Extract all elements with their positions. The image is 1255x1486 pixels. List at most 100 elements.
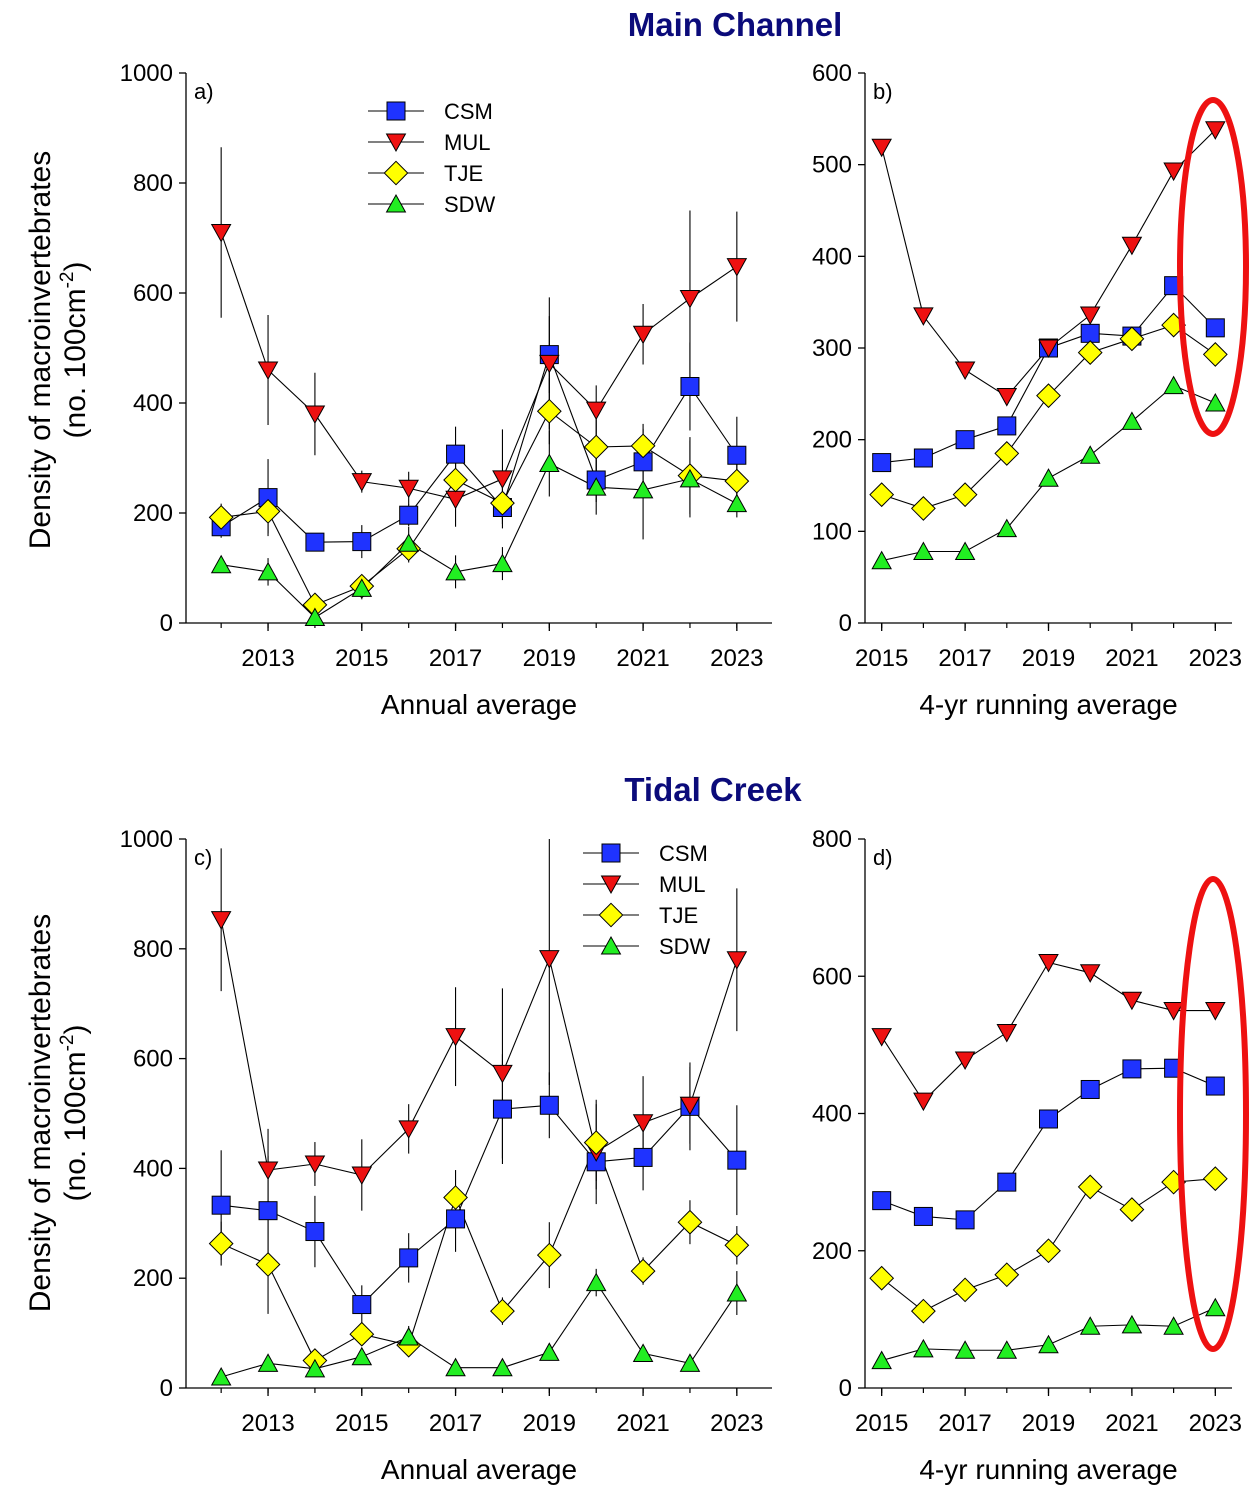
point-sdw	[1038, 1334, 1059, 1354]
series-line-csm	[881, 284, 1216, 464]
point-tje	[1077, 1174, 1103, 1200]
point-sdw	[210, 1367, 232, 1386]
point-tje	[443, 1185, 468, 1210]
point-mul	[632, 1114, 654, 1133]
point-tje	[490, 1298, 515, 1324]
point-sdw	[996, 518, 1018, 538]
point-tje	[994, 441, 1020, 466]
y-tick-label: 600	[133, 1046, 173, 1073]
point-csm	[633, 1147, 653, 1167]
x-tick-label: 2019	[523, 1410, 576, 1437]
y-tick-label: 200	[812, 427, 852, 454]
x-tick-label: 2021	[616, 1410, 669, 1437]
y-axis-title-line2: (no. 100cm-2)	[57, 1025, 92, 1202]
point-csm	[258, 1201, 278, 1221]
y-tick-label: 200	[812, 1238, 852, 1265]
point-sdw	[585, 477, 607, 496]
y-axis-title-line1: Density of macroinvertebrates	[24, 914, 57, 1313]
point-mul	[1163, 1002, 1184, 1021]
x-tick-label: 2023	[710, 1410, 763, 1437]
point-sdw	[1079, 1316, 1101, 1335]
point-tje	[536, 1242, 562, 1268]
y-tick-label: 0	[160, 1375, 173, 1402]
point-mul	[445, 1028, 466, 1047]
point-tje	[869, 1265, 895, 1291]
series-line-tje	[220, 1141, 738, 1362]
point-mul	[351, 473, 373, 492]
x-tick-label: 2015	[855, 1410, 908, 1437]
point-sdw	[913, 1338, 934, 1358]
series-line-mul	[881, 961, 1216, 1103]
y-tick-label: 800	[133, 936, 173, 963]
x-tick-label: 2013	[241, 1410, 294, 1437]
point-csm	[1039, 1109, 1058, 1129]
point-mul	[913, 307, 934, 326]
x-tick-label: 2015	[335, 1410, 388, 1437]
point-mul	[1079, 964, 1101, 983]
point-sdw	[257, 561, 279, 581]
point-mul	[679, 1096, 701, 1116]
point-csm	[997, 416, 1017, 436]
x-tick-label: 2019	[1022, 645, 1075, 672]
series-line-mul	[220, 919, 738, 1176]
y-tick-label: 600	[812, 963, 852, 990]
x-axis-title: Annual average	[381, 1454, 577, 1485]
point-mul	[1205, 121, 1226, 140]
point-mul	[398, 479, 419, 499]
point-sdw	[913, 541, 934, 561]
highlight-ellipse	[1177, 876, 1249, 1352]
point-csm	[727, 1150, 747, 1170]
y-axis-title-line1: Density of macroinvertebrates	[24, 151, 57, 550]
y-tick-label: 400	[133, 390, 173, 417]
point-mul	[539, 950, 560, 969]
point-mul	[304, 1155, 326, 1175]
y-tick-label: 400	[133, 1155, 173, 1182]
y-axis-title-line2: (no. 100cm-2)	[57, 262, 92, 439]
point-csm	[727, 445, 747, 465]
x-tick-label: 2021	[616, 645, 669, 672]
x-tick-label: 2015	[335, 645, 388, 672]
x-tick-label: 2023	[1189, 645, 1242, 672]
point-mul	[1121, 991, 1143, 1011]
point-tje	[583, 1130, 609, 1156]
point-tje	[630, 433, 656, 459]
point-csm	[680, 377, 700, 396]
y-tick-label: 0	[839, 1375, 852, 1402]
panel-label: a)	[194, 79, 214, 104]
x-tick-label: 2017	[429, 645, 482, 672]
point-tje	[724, 1232, 750, 1258]
point-tje	[910, 1298, 936, 1324]
point-sdw	[1163, 1316, 1184, 1335]
x-tick-label: 2017	[429, 1410, 482, 1437]
point-sdw	[539, 453, 560, 473]
y-tick-label: 500	[812, 152, 852, 179]
point-sdw	[304, 1358, 326, 1378]
point-csm	[1205, 1076, 1225, 1096]
x-tick-label: 2017	[938, 645, 991, 672]
point-mul	[726, 258, 748, 277]
legend-marker-sdw	[600, 935, 622, 955]
legend-marker-mul	[600, 875, 622, 895]
point-csm	[997, 1172, 1017, 1192]
series-line-csm	[221, 1104, 738, 1306]
point-mul	[257, 361, 279, 381]
point-tje	[208, 1231, 234, 1257]
point-sdw	[445, 1357, 466, 1377]
series-line-csm	[881, 1067, 1216, 1221]
section-title-tidal-creek: Tidal Creek	[624, 771, 802, 808]
point-tje	[1036, 1238, 1061, 1264]
legend-marker-tje	[383, 160, 409, 186]
point-mul	[726, 951, 748, 970]
point-tje	[630, 1258, 656, 1284]
y-tick-label: 600	[133, 280, 173, 307]
y-tick-label: 0	[160, 610, 173, 637]
point-sdw	[1205, 1297, 1226, 1317]
y-tick-label: 200	[133, 500, 173, 527]
point-tje	[583, 434, 609, 460]
point-sdw	[871, 1350, 892, 1370]
point-tje	[1036, 383, 1061, 409]
point-mul	[1038, 953, 1059, 973]
legend-marker-tje	[598, 902, 624, 928]
x-tick-label: 2019	[1022, 1410, 1075, 1437]
